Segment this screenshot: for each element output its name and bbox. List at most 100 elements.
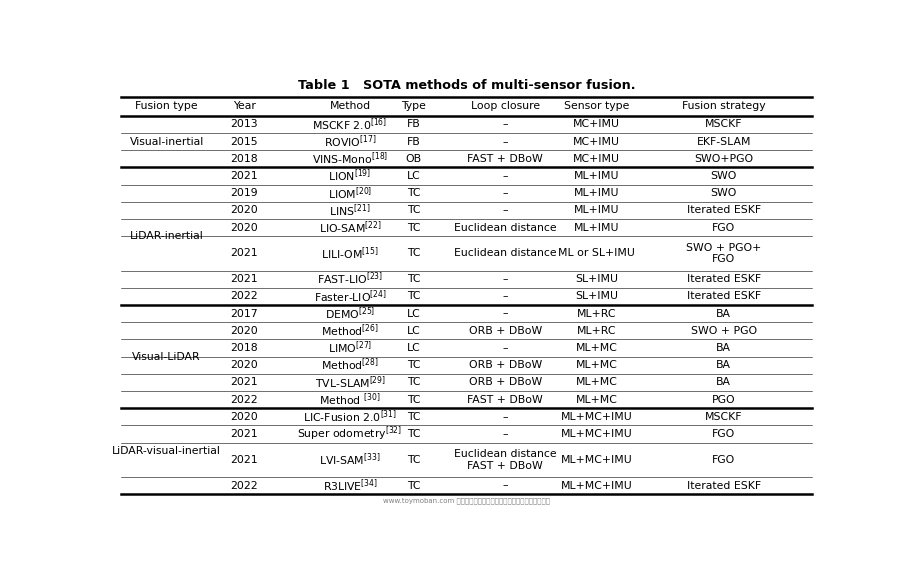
- Text: MC+IMU: MC+IMU: [573, 120, 621, 129]
- Text: –: –: [502, 274, 508, 284]
- Text: LiDAR-inertial: LiDAR-inertial: [130, 231, 204, 241]
- Text: 2020: 2020: [230, 223, 258, 233]
- Text: TC: TC: [407, 274, 420, 284]
- Text: FGO: FGO: [713, 429, 735, 439]
- Text: Euclidean distance: Euclidean distance: [454, 223, 557, 233]
- Text: BA: BA: [716, 343, 732, 353]
- Text: ML+MC+IMU: ML+MC+IMU: [561, 412, 632, 422]
- Text: LiDAR-visual-inertial: LiDAR-visual-inertial: [112, 446, 221, 456]
- Text: –: –: [502, 308, 508, 319]
- Text: LIC-Fusion 2.0$^{[31]}$: LIC-Fusion 2.0$^{[31]}$: [303, 409, 397, 425]
- Text: LIO-SAM$^{[22]}$: LIO-SAM$^{[22]}$: [318, 219, 381, 236]
- Text: 2021: 2021: [230, 171, 258, 181]
- Text: LILI-OM$^{[15]}$: LILI-OM$^{[15]}$: [321, 245, 379, 262]
- Text: –: –: [502, 481, 508, 491]
- Text: LIOM$^{[20]}$: LIOM$^{[20]}$: [328, 185, 372, 202]
- Text: TC: TC: [407, 394, 420, 405]
- Text: –: –: [502, 188, 508, 198]
- Text: Sensor type: Sensor type: [564, 101, 630, 111]
- Text: 2020: 2020: [230, 412, 258, 422]
- Text: ML+MC+IMU: ML+MC+IMU: [561, 455, 632, 465]
- Text: FAST-LIO$^{[23]}$: FAST-LIO$^{[23]}$: [317, 271, 383, 287]
- Text: BA: BA: [716, 360, 732, 370]
- Text: Year: Year: [233, 101, 256, 111]
- Text: –: –: [502, 205, 508, 215]
- Text: ML+IMU: ML+IMU: [574, 188, 620, 198]
- Text: 2022: 2022: [230, 481, 258, 491]
- Text: 2021: 2021: [230, 249, 258, 258]
- Text: LINS$^{[21]}$: LINS$^{[21]}$: [329, 202, 370, 219]
- Text: ML or SL+IMU: ML or SL+IMU: [559, 249, 635, 258]
- Text: SWO: SWO: [711, 171, 737, 181]
- Text: 2018: 2018: [230, 343, 258, 353]
- Text: ML+RC: ML+RC: [577, 326, 617, 336]
- Text: TC: TC: [407, 188, 420, 198]
- Text: LVI-SAM$^{[33]}$: LVI-SAM$^{[33]}$: [319, 451, 380, 468]
- Text: 2022: 2022: [230, 291, 258, 302]
- Text: Super odometry$^{[32]}$: Super odometry$^{[32]}$: [298, 425, 402, 443]
- Text: MSCKF: MSCKF: [705, 412, 743, 422]
- Text: FGO: FGO: [713, 455, 735, 465]
- Text: PGO: PGO: [712, 394, 735, 405]
- Text: –: –: [502, 343, 508, 353]
- Text: Method$^{[26]}$: Method$^{[26]}$: [321, 323, 379, 339]
- Text: BA: BA: [716, 377, 732, 388]
- Text: Fusion strategy: Fusion strategy: [682, 101, 765, 111]
- Text: Euclidean distance
FAST + DBoW: Euclidean distance FAST + DBoW: [454, 449, 557, 471]
- Text: FAST + DBoW: FAST + DBoW: [468, 394, 543, 405]
- Text: TVL-SLAM$^{[29]}$: TVL-SLAM$^{[29]}$: [315, 374, 386, 390]
- Text: –: –: [502, 412, 508, 422]
- Text: Visual-inertial: Visual-inertial: [129, 137, 204, 146]
- Text: TC: TC: [407, 455, 420, 465]
- Text: TC: TC: [407, 429, 420, 439]
- Text: TC: TC: [407, 360, 420, 370]
- Text: Iterated ESKF: Iterated ESKF: [687, 291, 761, 302]
- Text: MC+IMU: MC+IMU: [573, 154, 621, 164]
- Text: SWO: SWO: [711, 188, 737, 198]
- Text: 2018: 2018: [230, 154, 258, 164]
- Text: 2020: 2020: [230, 205, 258, 215]
- Text: MSCKF: MSCKF: [705, 120, 743, 129]
- Text: ML+IMU: ML+IMU: [574, 223, 620, 233]
- Text: 2021: 2021: [230, 455, 258, 465]
- Text: TC: TC: [407, 481, 420, 491]
- Text: ROVIO$^{[17]}$: ROVIO$^{[17]}$: [324, 133, 376, 150]
- Text: Visual-LiDAR: Visual-LiDAR: [132, 352, 201, 361]
- Text: FB: FB: [407, 120, 420, 129]
- Text: SL+IMU: SL+IMU: [575, 274, 619, 284]
- Text: 2021: 2021: [230, 377, 258, 388]
- Text: MC+IMU: MC+IMU: [573, 137, 621, 146]
- Text: LC: LC: [407, 171, 420, 181]
- Text: SWO + PGO+
FGO: SWO + PGO+ FGO: [686, 243, 762, 264]
- Text: TC: TC: [407, 377, 420, 388]
- Text: ML+MC+IMU: ML+MC+IMU: [561, 429, 632, 439]
- Text: –: –: [502, 291, 508, 302]
- Text: 2015: 2015: [230, 137, 258, 146]
- Text: ML+IMU: ML+IMU: [574, 205, 620, 215]
- Text: ML+MC: ML+MC: [576, 394, 618, 405]
- Text: OB: OB: [406, 154, 421, 164]
- Text: Method$^{[28]}$: Method$^{[28]}$: [321, 357, 379, 373]
- Text: EKF-SLAM: EKF-SLAM: [696, 137, 751, 146]
- Text: LION$^{[19]}$: LION$^{[19]}$: [329, 168, 371, 184]
- Text: TC: TC: [407, 205, 420, 215]
- Text: SWO+PGO: SWO+PGO: [694, 154, 753, 164]
- Text: Faster-LIO$^{[24]}$: Faster-LIO$^{[24]}$: [314, 288, 387, 305]
- Text: Method: Method: [329, 101, 370, 111]
- Text: TC: TC: [407, 249, 420, 258]
- Text: ML+MC: ML+MC: [576, 360, 618, 370]
- Text: 2019: 2019: [230, 188, 258, 198]
- Text: FAST + DBoW: FAST + DBoW: [468, 154, 543, 164]
- Text: ORB + DBoW: ORB + DBoW: [469, 360, 541, 370]
- Text: 2020: 2020: [230, 360, 258, 370]
- Text: –: –: [502, 429, 508, 439]
- Text: ORB + DBoW: ORB + DBoW: [469, 326, 541, 336]
- Text: TC: TC: [407, 291, 420, 302]
- Text: 2013: 2013: [230, 120, 258, 129]
- Text: –: –: [502, 120, 508, 129]
- Text: FGO: FGO: [713, 223, 735, 233]
- Text: FB: FB: [407, 137, 420, 146]
- Text: DEMO$^{[25]}$: DEMO$^{[25]}$: [325, 306, 375, 322]
- Text: LIMO$^{[27]}$: LIMO$^{[27]}$: [328, 340, 372, 356]
- Text: TC: TC: [407, 412, 420, 422]
